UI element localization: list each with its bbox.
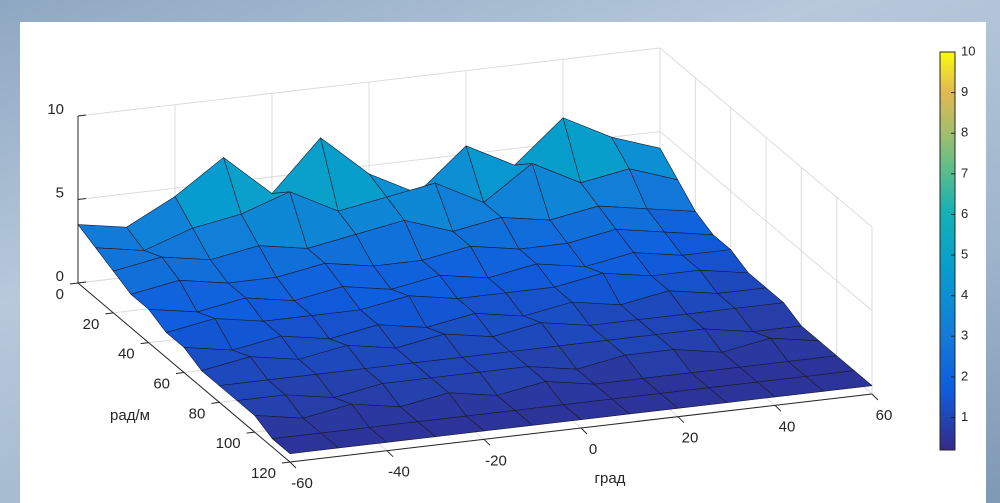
colorbar-tick-label: 1 — [961, 409, 968, 424]
colorbar-tick-label: 7 — [961, 165, 968, 180]
colorbar — [939, 51, 956, 451]
y-tick — [246, 431, 255, 434]
x-tick-label: 20 — [682, 430, 699, 447]
y-tick — [69, 282, 79, 285]
y-tick-label: 40 — [118, 346, 135, 363]
surface-facet — [272, 432, 339, 454]
y-tick-label: 100 — [216, 435, 241, 452]
y-tick-label: 20 — [83, 316, 100, 333]
grid-line — [77, 47, 661, 117]
y-tick-label: 80 — [189, 405, 206, 422]
x-tick — [386, 450, 394, 458]
grid-line — [659, 131, 873, 311]
x-tick — [871, 393, 879, 401]
colorbar-tick-label: 6 — [961, 206, 968, 221]
x-tick — [677, 416, 685, 424]
x-tick-label: 0 — [589, 441, 597, 458]
y-tick-label: 60 — [153, 375, 170, 392]
x-tick — [289, 461, 297, 469]
y-tick — [281, 461, 291, 464]
y-tick-label: 120 — [251, 465, 276, 482]
x-tick-label: 40 — [779, 418, 796, 435]
y-tick — [175, 372, 185, 374]
colorbar-tick-label: 9 — [961, 84, 968, 99]
x-tick — [580, 427, 588, 435]
z-tick — [77, 281, 87, 284]
z-tick-label: 5 — [56, 184, 64, 201]
x-tick-label: -20 — [485, 452, 507, 469]
colorbar-tick-label: 2 — [961, 368, 968, 383]
y-tick — [105, 312, 114, 315]
colorbar-tick-label: 3 — [961, 328, 968, 343]
grid-line — [659, 47, 873, 228]
colorbar-tick-label: 10 — [961, 43, 975, 58]
x-axis-label: град — [595, 470, 626, 487]
z-tick — [77, 198, 87, 200]
colorbar-tick-label: 8 — [961, 125, 968, 140]
z-tick — [77, 114, 87, 117]
x-tick — [774, 404, 782, 412]
x-tick-label: -40 — [388, 464, 410, 481]
y-tick — [140, 342, 149, 345]
z-tick-label: 10 — [47, 101, 64, 118]
colorbar-tick-label: 5 — [961, 246, 968, 261]
x-tick — [483, 438, 491, 446]
z-tick-label: 0 — [56, 268, 64, 285]
y-tick — [211, 401, 220, 404]
y-axis-label: рад/м — [110, 407, 150, 424]
x-tick-label: 60 — [876, 407, 893, 424]
x-tick-label: -60 — [291, 475, 313, 492]
y-tick-label: 0 — [56, 286, 64, 303]
colorbar-tick-label: 4 — [961, 287, 968, 302]
